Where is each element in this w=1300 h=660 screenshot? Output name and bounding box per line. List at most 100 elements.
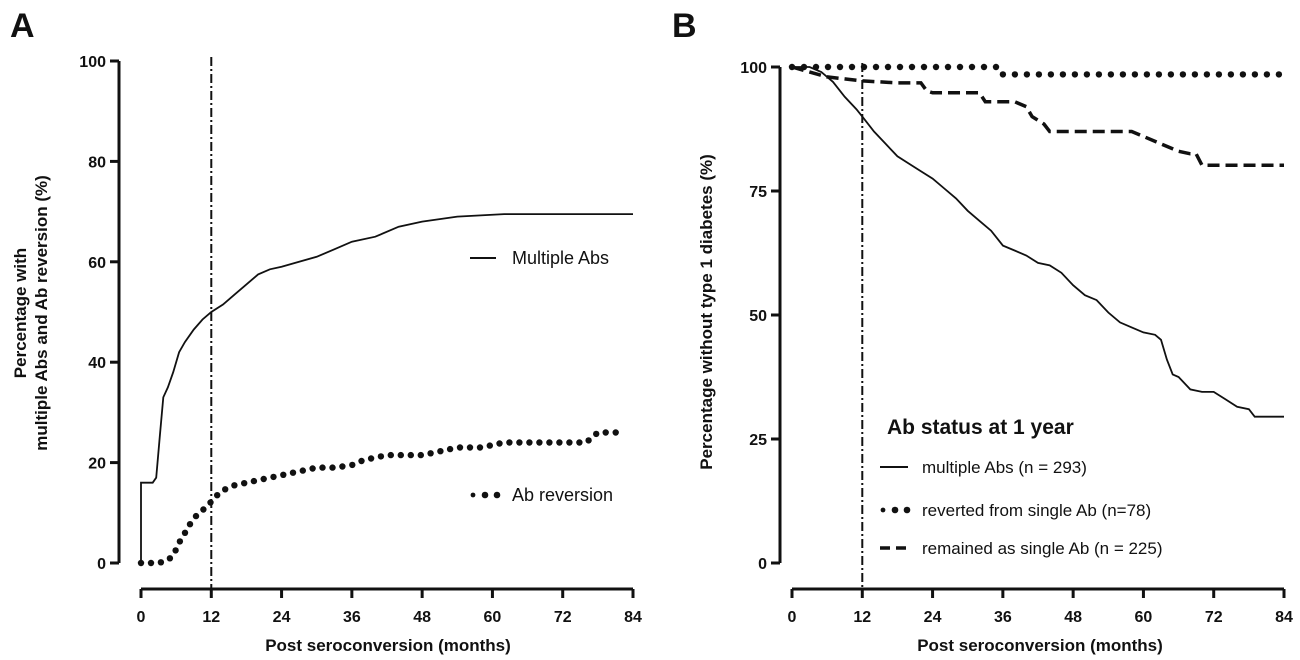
series-1-dot: [848, 63, 856, 71]
series-1-dot: [896, 63, 904, 71]
x-tick-label: 36: [994, 609, 1012, 626]
series-1-dot: [1179, 71, 1187, 78]
ticks-a: 0 20 40 60 80 100 0 12 24 36 48 60 72 84: [79, 54, 642, 626]
legend-b: Ab status at 1 year multiple Abs (n = 29…: [880, 416, 1163, 558]
series-1-dot: [387, 451, 394, 459]
series-1-dot: [319, 464, 326, 471]
series-1-dot: [506, 439, 513, 446]
legend-label-remained: remained as single Ab (n = 225): [922, 539, 1163, 558]
x-tick-label: 24: [273, 609, 291, 626]
series-1-dot: [299, 467, 306, 474]
legend-label-multiple-abs: Multiple Abs: [512, 248, 609, 268]
series-1-dot: [1095, 71, 1103, 78]
series-1-dot: [968, 63, 976, 71]
series-1-dot: [1035, 71, 1043, 78]
series-1-dot: [836, 63, 844, 71]
series-2-line: [791, 65, 1284, 167]
y-tick-label: 80: [88, 154, 106, 171]
series-1-dot: [1071, 71, 1079, 78]
series-1-dot: [486, 442, 493, 449]
series-1-dot: [157, 559, 165, 566]
series-1-dot: [446, 445, 454, 453]
series-1-dot: [1191, 71, 1199, 78]
series-1-dot: [309, 465, 316, 472]
series-0-line: [140, 213, 633, 563]
y-tick-label: 75: [749, 184, 767, 201]
series-1-dot: [593, 430, 600, 438]
series-1-dot: [437, 448, 444, 455]
legend-title-b: Ab status at 1 year: [887, 416, 1074, 439]
x-axis-title-a: Post seroconversion (months): [265, 636, 511, 655]
series-1-dot: [1239, 71, 1247, 78]
series-1-dot: [908, 63, 916, 71]
series-1-dot: [1119, 71, 1127, 78]
series-1-dot: [200, 506, 207, 513]
series-1-dot: [612, 429, 619, 436]
series-1-dot: [884, 63, 892, 71]
legend-label-multiple-abs-b: multiple Abs (n = 293): [922, 458, 1087, 477]
series-1-dot: [427, 450, 434, 457]
legend-swatch-reverted: [880, 506, 911, 514]
series-1-dot: [1107, 71, 1115, 78]
series-1-dot: [516, 439, 523, 446]
legend-dot-reverted-1: [880, 507, 886, 513]
legend-dot-reverted-2: [891, 506, 899, 514]
legend-dot-ab-reversion-2: [481, 491, 489, 499]
series-1-dot: [358, 457, 365, 465]
x-axis-title-b: Post seroconversion (months): [917, 636, 1163, 655]
y-tick-label: 40: [88, 355, 106, 372]
series-1-dot: [231, 482, 238, 489]
y-axis-title-a: Percentage with multiple Abs and Ab reve…: [11, 175, 51, 451]
series-0-line: [792, 66, 1284, 418]
series-1-dot: [349, 461, 356, 469]
y-tick-label: 25: [749, 432, 767, 449]
series-1-dot: [476, 444, 484, 451]
x-tick-label: 84: [1275, 609, 1293, 626]
series-1-dot: [270, 473, 277, 481]
y-tick-label: 50: [749, 308, 767, 325]
series-1-dot: [407, 451, 414, 459]
y-tick-label: 100: [740, 60, 767, 77]
series-1-dot: [176, 538, 184, 545]
legend-swatch-ab-reversion: [470, 491, 501, 499]
y-tick-label: 60: [88, 255, 106, 272]
panel-label-a: A: [10, 7, 35, 45]
series-1-dot: [1143, 71, 1151, 78]
series-1-dot: [496, 440, 503, 447]
series-a: [137, 213, 633, 567]
series-1-dot: [602, 429, 609, 436]
legend-dot-reverted-3: [903, 506, 911, 514]
y-tick-label: 0: [97, 556, 106, 573]
series-1-dot: [241, 480, 248, 487]
y-axis-title-a-line1: Percentage with: [11, 248, 30, 378]
axes-a: [117, 61, 633, 591]
series-b: [788, 63, 1284, 418]
series-1-dot: [1083, 71, 1091, 78]
panel-a: A Percentage with multiple Abs and Ab re…: [10, 7, 642, 655]
y-tick-label: 20: [88, 456, 106, 473]
x-tick-label: 12: [853, 609, 871, 626]
series-1-dot: [260, 475, 267, 483]
series-1-dot: [192, 512, 200, 520]
series-1-dot: [367, 455, 375, 462]
series-1-dot: [377, 453, 385, 460]
y-axis-title-b: Percentage without type 1 diabetes (%): [697, 154, 716, 470]
x-tick-label: 24: [924, 609, 942, 626]
series-1-dot: [1227, 71, 1235, 78]
series-1-dot: [1131, 71, 1139, 78]
series-1-dot: [1251, 71, 1259, 78]
legend-dot-ab-reversion-1: [470, 492, 476, 498]
series-1-dot: [999, 71, 1007, 78]
y-tick-label: 0: [758, 556, 767, 573]
series-1-dot: [956, 63, 964, 71]
series-1-dot: [860, 63, 868, 71]
series-1-dot: [172, 547, 179, 554]
legend-a: Multiple Abs Ab reversion: [470, 248, 613, 505]
series-1-dot: [920, 63, 928, 71]
series-1-dot: [1167, 71, 1175, 78]
panel-label-b: B: [672, 7, 697, 45]
series-1-dot: [992, 63, 1000, 71]
series-1-dot: [1275, 71, 1283, 78]
series-1-dot: [186, 521, 194, 528]
